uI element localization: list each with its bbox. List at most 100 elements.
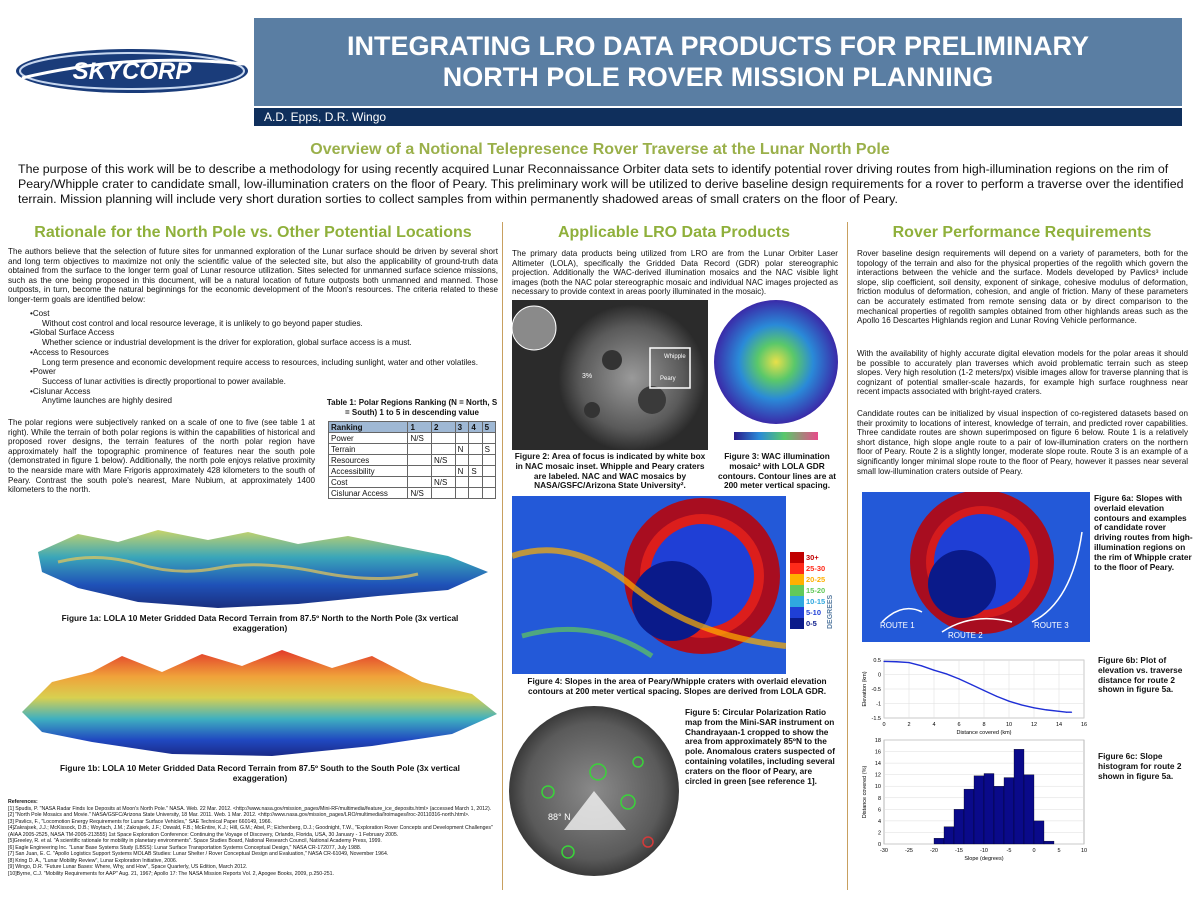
x-tick-label: 6 xyxy=(957,722,960,728)
x-tick-label: -10 xyxy=(980,848,988,854)
y-tick-label: 2 xyxy=(878,830,881,836)
rationale-heading: Rationale for the North Pole vs. Other P… xyxy=(34,224,472,241)
reference-item: [4]Zakrajsek, J.J.; McKissock, D.B.; Woy… xyxy=(8,825,493,831)
y-tick-label: 4 xyxy=(878,819,881,825)
y-tick-label: -1 xyxy=(876,702,881,708)
figure-2-caption: Figure 2: Area of focus is indicated by … xyxy=(514,451,706,491)
y-tick-label: 12 xyxy=(875,773,881,779)
y-tick-label: 18 xyxy=(875,738,881,744)
figure-4-caption: Figure 4: Slopes in the area of Peary/Wh… xyxy=(527,676,827,696)
elevation-point xyxy=(983,689,985,692)
histogram-bar xyxy=(1043,840,1055,845)
figure-5-caption: Figure 5: Circular Polarization Ratio ma… xyxy=(685,707,835,786)
x-tick-label: -20 xyxy=(930,848,938,854)
column-divider-1 xyxy=(502,222,503,890)
criteria-list: •Cost Without cost control and local reso… xyxy=(30,309,490,406)
legend-swatch xyxy=(790,596,804,607)
slope-legend: 30+ 25-30 20-25 15-20 10-15 5-10 0-5 DEG… xyxy=(790,552,844,630)
legend-labels: 30+ 25-30 20-25 15-20 10-15 5-10 0-5 xyxy=(806,553,826,628)
reference-item: (AIAA 2005-2525, NASA TM-2005-213555) 1s… xyxy=(8,831,399,838)
x-tick-label: 12 xyxy=(1031,722,1037,728)
elevation-point xyxy=(945,673,948,675)
figure-6a-caption: Figure 6a: Slopes with overlaid elevatio… xyxy=(1094,493,1193,572)
legend-swatch xyxy=(790,618,804,629)
reference-item: [2] "North Pole Mosaics and Movie." NASA… xyxy=(8,812,470,818)
elevation-point xyxy=(1020,704,1023,706)
legend-swatch xyxy=(790,607,804,618)
y-axis-label: Distance covered (%) xyxy=(862,766,868,819)
rationale-para2: The polar regions were subjectively rank… xyxy=(8,418,315,495)
elevation-point xyxy=(933,669,935,671)
rationale-intro: The authors believe that the selection o… xyxy=(8,247,498,304)
figure-6b-caption: Figure 6b: Plot of elevation vs. travers… xyxy=(1098,655,1183,695)
x-tick-label: -25 xyxy=(905,848,913,854)
overview-text: The purpose of this work will be to desc… xyxy=(18,162,1184,206)
figure-1b-south-terrain xyxy=(12,642,502,762)
x-tick-label: 10 xyxy=(1006,722,1012,728)
histogram-bar xyxy=(1003,777,1015,845)
label-percent: 3% xyxy=(582,373,592,380)
reference-item: [5]Greeley, R. et al. "A scientific rati… xyxy=(8,838,382,844)
x-tick-label: 4 xyxy=(932,722,935,728)
figure-5-mini-sar-map: 88° N xyxy=(508,702,680,880)
criterion-power: •Power Success of lunar activities is dir… xyxy=(30,367,286,386)
criterion-global-access: •Global Surface Access Whether science or… xyxy=(30,328,412,348)
y-axis-label: Elevation (km) xyxy=(862,671,868,706)
lro-heading: Applicable LRO Data Products xyxy=(557,224,791,241)
elevation-point xyxy=(1045,709,1048,711)
table-row: Cost N/S xyxy=(327,476,497,488)
histogram-bar xyxy=(933,838,945,845)
legend-swatch xyxy=(790,563,804,574)
y-tick-label: 0 xyxy=(878,673,881,679)
criterion-cost: •Cost Without cost control and local reso… xyxy=(30,309,363,328)
table-row: Accessibility N S xyxy=(327,465,497,477)
x-tick-label: 5 xyxy=(1057,848,1060,854)
criterion-resources: •Access to Resources Long term presence a… xyxy=(30,347,478,367)
y-tick-label: 16 xyxy=(875,750,881,756)
label-peary: Peary xyxy=(660,376,676,382)
elevation-point xyxy=(995,695,998,697)
table1-caption: Table 1: Polar Regions Ranking (N = Nort… xyxy=(326,398,498,417)
title-line-1: INTEGRATING LRO DATA PRODUCTS FOR PRELIM… xyxy=(347,31,1089,61)
y-tick-label: 0 xyxy=(878,842,881,848)
histogram-bar xyxy=(953,809,965,845)
label-whipple: Whipple xyxy=(664,354,686,360)
histogram-bar xyxy=(963,788,975,845)
elevation-point xyxy=(1033,707,1035,709)
skycorp-logo: SKYCORP xyxy=(12,42,252,100)
x-tick-label: -30 xyxy=(880,848,888,854)
table-header-row: Ranking 1 2 3 4 5 xyxy=(327,421,497,433)
rover-para1: Rover baseline design requirements will … xyxy=(857,249,1188,326)
rover-heading: Rover Performance Requirements xyxy=(892,224,1152,241)
poster-title: INTEGRATING LRO DATA PRODUCTS FOR PRELIM… xyxy=(254,18,1182,106)
reference-item: [1] Spudis, P. "NASA Radar Finds Ice Dep… xyxy=(8,805,492,812)
legend-swatch xyxy=(790,574,804,585)
rover-para3: Candidate routes can be initialized by v… xyxy=(857,409,1188,476)
histogram-bar xyxy=(973,775,985,845)
criterion-cislunar: •Cislunar Access Anytime launches are hig… xyxy=(30,386,173,406)
histogram-bar xyxy=(983,773,995,845)
authors: A.D. Epps, D.R. Wingo xyxy=(254,108,1182,126)
elevation-point xyxy=(1058,710,1060,712)
y-tick-label: -0.5 xyxy=(872,687,881,693)
histogram-bar xyxy=(1023,774,1035,845)
route-3-label: ROUTE 3 xyxy=(1034,621,1069,630)
x-tick-label: 0 xyxy=(882,722,885,728)
x-tick-label: -15 xyxy=(955,848,963,854)
reference-item: [6] Eagle Engineering Inc. "Lunar Base S… xyxy=(8,844,362,851)
histogram-chart-svg: 0 2 4 6 8 10 12 14 16 18 -30 -25 -20 -15 -10 -5 0 5 10 Slop… xyxy=(862,738,1087,862)
elevation-point xyxy=(970,684,973,686)
reference-item: [10]Byrne, C.J. "Mobility Requirements f… xyxy=(8,870,334,877)
x-tick-label: 8 xyxy=(982,722,985,728)
table-row: Terrain N S xyxy=(327,443,497,455)
y-tick-label: 6 xyxy=(878,807,881,813)
reference-item: [8] Kring D. A., "Lunar Mobility Review"… xyxy=(8,857,178,864)
histogram-bar xyxy=(1013,749,1025,845)
table-row: Power N/S xyxy=(327,432,497,444)
figure-2-nac-mosaic: Whipple Peary 3% xyxy=(512,300,708,450)
histogram-bar xyxy=(1033,820,1045,845)
elevation-point xyxy=(920,665,923,667)
figure-6a-route-map: ROUTE 1 ROUTE 2 ROUTE 3 xyxy=(862,492,1090,642)
elevation-point xyxy=(883,660,885,663)
elevation-point xyxy=(1008,700,1010,702)
